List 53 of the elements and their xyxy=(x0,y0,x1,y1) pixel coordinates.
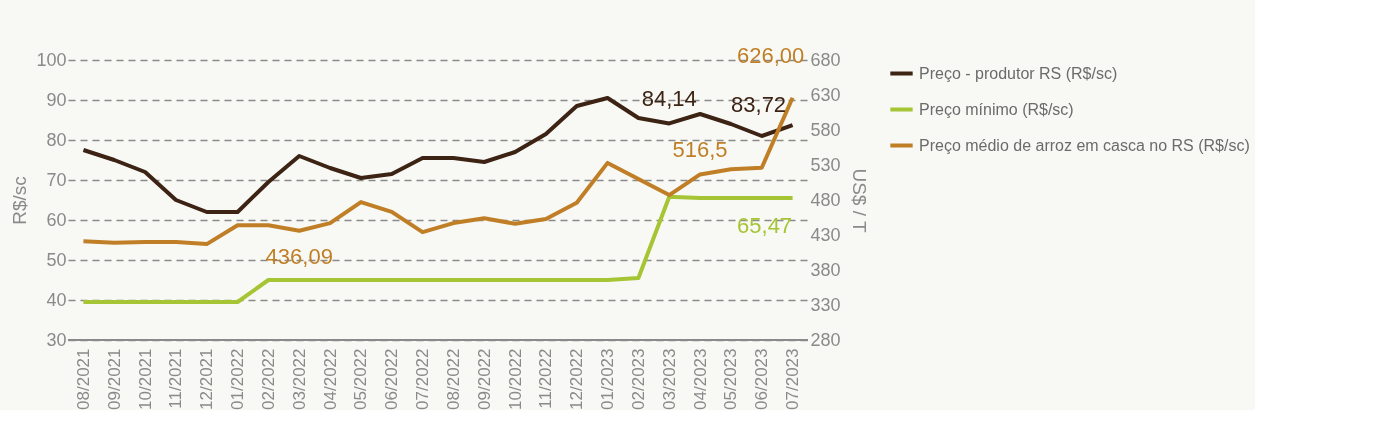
y2-tick-label: 680 xyxy=(810,49,841,70)
y2-tick-label: 430 xyxy=(810,224,841,245)
x-tick-label: 12/2022 xyxy=(567,348,587,410)
data-label: 65,47 xyxy=(737,213,793,239)
y2-tick-label: 630 xyxy=(810,84,841,105)
y2-tick-label: 530 xyxy=(810,154,841,175)
y-tick-label: 100 xyxy=(36,49,67,70)
x-tick-label: 05/2023 xyxy=(721,348,741,410)
y2-tick-label: 480 xyxy=(810,189,841,210)
y-tick-label: 30 xyxy=(46,329,67,350)
y-tick-label: 70 xyxy=(46,169,67,190)
y2-axis-title: US$ / T xyxy=(848,168,870,233)
x-tick-label: 08/2021 xyxy=(73,348,93,410)
y2-tick-label: 580 xyxy=(810,119,841,140)
x-tick-label: 08/2022 xyxy=(443,348,463,410)
x-tick-label: 11/2022 xyxy=(536,348,556,409)
data-label: 83,72 xyxy=(731,92,787,118)
x-tick-label: 02/2022 xyxy=(258,348,278,410)
x-tick-label: 12/2021 xyxy=(197,348,217,410)
x-tick-label: 10/2022 xyxy=(505,348,525,410)
data-label: 84,14 xyxy=(641,86,697,112)
x-tick-label: 07/2022 xyxy=(413,348,433,410)
legend-label: Preço médio de arroz em casca no RS (R$/sc) xyxy=(919,136,1250,154)
line-series xyxy=(81,194,795,304)
x-tick-label: 01/2022 xyxy=(228,348,248,410)
y2-tick-label: 380 xyxy=(810,259,841,280)
x-tick-label: 04/2023 xyxy=(690,348,710,410)
x-tick-label: 10/2021 xyxy=(135,348,155,410)
legend-label: Preço mínimo (R$/sc) xyxy=(919,100,1074,118)
y-tick-label: 90 xyxy=(46,89,67,110)
x-tick-label: 09/2022 xyxy=(474,348,494,410)
legend-label: Preço - produtor RS (R$/sc) xyxy=(919,64,1118,82)
data-label: 436,09 xyxy=(265,243,333,269)
y2-tick-label: 330 xyxy=(810,294,841,315)
x-tick-label: 03/2022 xyxy=(289,348,309,410)
x-tick-label: 06/2023 xyxy=(752,348,772,410)
x-tick-label: 06/2022 xyxy=(382,348,402,410)
y-axis-title: R$/sc xyxy=(9,176,31,225)
x-tick-label: 05/2022 xyxy=(351,348,371,410)
x-tick-label: 02/2023 xyxy=(628,348,648,410)
x-tick-label: 11/2021 xyxy=(166,348,186,409)
x-tick-label: 03/2023 xyxy=(659,348,679,410)
x-tick-label: 07/2023 xyxy=(783,348,803,410)
x-tick-label: 01/2023 xyxy=(598,348,618,410)
x-tick-label: 04/2022 xyxy=(320,348,340,410)
y-tick-label: 50 xyxy=(46,249,67,270)
data-label: 626,00 xyxy=(736,42,805,68)
y2-tick-label: 280 xyxy=(810,329,841,350)
y-tick-label: 80 xyxy=(46,129,67,150)
data-label: 516,5 xyxy=(672,137,728,163)
y-tick-label: 40 xyxy=(46,289,67,310)
x-tick-label: 09/2021 xyxy=(104,348,124,410)
y-tick-label: 60 xyxy=(46,209,67,230)
